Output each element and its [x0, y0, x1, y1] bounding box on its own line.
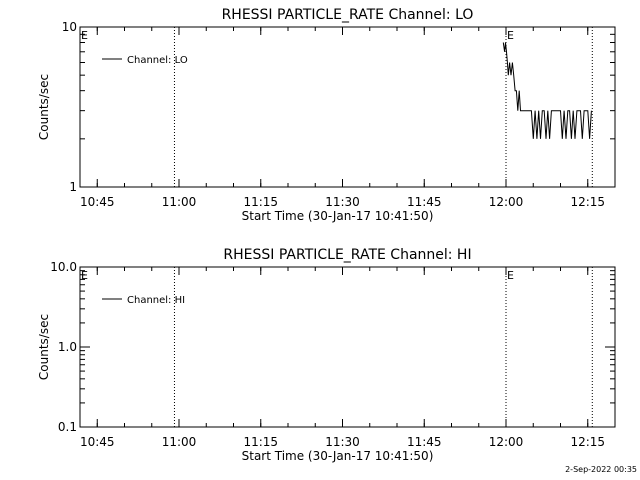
chart-title: RHESSI PARTICLE_RATE Channel: HI — [223, 247, 471, 263]
x-tick-label: 10:45 — [80, 435, 115, 449]
x-tick-label: 12:15 — [570, 195, 605, 209]
x-tick-label: 10:45 — [80, 195, 115, 209]
x-tick-label: 12:15 — [570, 435, 605, 449]
y-tick-label: 10 — [62, 20, 77, 34]
chart-panel-2: RHESSI PARTICLE_RATE Channel: HI 10:45 11:… — [37, 247, 616, 463]
y-axis-label: Counts/sec — [37, 74, 51, 140]
x-tick-label: 11:15 — [243, 435, 278, 449]
x-tick-label: 12:00 — [489, 195, 524, 209]
x-tick-label: 11:00 — [162, 195, 197, 209]
legend-label: Channel: HI — [127, 295, 185, 306]
event-marker-label: E — [81, 29, 88, 42]
series-line — [502, 42, 592, 139]
chart-title: RHESSI PARTICLE_RATE Channel: LO — [222, 7, 474, 23]
event-marker-label: E — [81, 269, 88, 282]
y-tick-label: 1.0 — [58, 340, 77, 354]
event-marker-label: E — [507, 269, 514, 282]
x-axis-label: Start Time (30-Jan-17 10:41:50) — [242, 209, 434, 223]
y-tick-label: 0.1 — [58, 420, 77, 434]
x-axis-label: Start Time (30-Jan-17 10:41:50) — [242, 449, 434, 463]
plot-frame — [79, 26, 616, 188]
x-tick-label: 11:15 — [243, 195, 278, 209]
chart-panel-1: RHESSI PARTICLE_RATE Channel: LO 10:45 11:… — [37, 7, 616, 223]
legend-label: Channel: LO — [127, 55, 188, 66]
x-tick-label: 11:30 — [325, 435, 360, 449]
x-tick-label: 11:30 — [325, 195, 360, 209]
y-tick-label: 1 — [69, 180, 77, 194]
footer-timestamp: 2-Sep-2022 00:35 — [565, 465, 637, 474]
x-tick-label: 12:00 — [489, 435, 524, 449]
event-marker-label: E — [507, 29, 514, 42]
plot-frame — [79, 266, 616, 428]
x-tick-label: 11:00 — [162, 435, 197, 449]
y-axis-label: Counts/sec — [37, 314, 51, 380]
x-tick-label: 11:45 — [407, 195, 442, 209]
x-tick-label: 11:45 — [407, 435, 442, 449]
y-tick-label: 10.0 — [50, 260, 77, 274]
